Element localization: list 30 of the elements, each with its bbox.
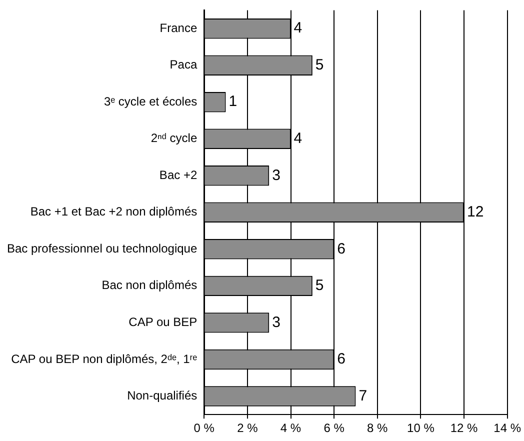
data-label: 6: [337, 350, 346, 368]
x-tick-label: 14 %: [494, 421, 522, 436]
x-tick-label: 0 %: [194, 421, 215, 436]
y-tick-label: Bac professionnel ou technologique: [6, 241, 198, 256]
y-tick-label: France: [160, 20, 198, 35]
data-label: 5: [315, 56, 324, 74]
data-label: 3: [272, 166, 280, 184]
data-label: 4: [294, 130, 302, 148]
data-label: 1: [228, 93, 238, 110]
x-tick-label: 10 %: [407, 421, 435, 436]
x-tick-label: 12 %: [450, 421, 478, 436]
x-tick-label: 4 %: [280, 421, 302, 436]
x-tick-label: 6 %: [324, 421, 345, 436]
y-tick-label: 3ᵉ cycle et écoles: [104, 94, 198, 108]
y-tick-label: 2ⁿᵈ cycle: [150, 131, 198, 146]
y-tick-label: CAP ou BEP: [128, 315, 198, 330]
data-label: 5: [315, 277, 324, 294]
x-tick-label: 8 %: [367, 421, 388, 436]
data-label: 6: [337, 240, 346, 258]
data-label: 12: [467, 204, 484, 221]
y-tick-label: Non-qualifiés: [127, 388, 198, 403]
x-tick-label: 2 %: [237, 421, 258, 436]
y-tick-label: Bac +2: [159, 168, 198, 182]
data-label: 3: [272, 314, 280, 331]
y-tick-label: Bac +1 et Bac +2 non diplômés: [30, 204, 198, 219]
y-tick-label: Bac non diplômés: [102, 278, 198, 292]
data-label: 4: [294, 20, 302, 37]
y-tick-label: CAP ou BEP non diplômés, 2ᵈᵉ, 1ʳᵉ: [11, 352, 198, 366]
data-label: 7: [358, 387, 368, 404]
y-tick-label: Paca: [170, 58, 198, 72]
